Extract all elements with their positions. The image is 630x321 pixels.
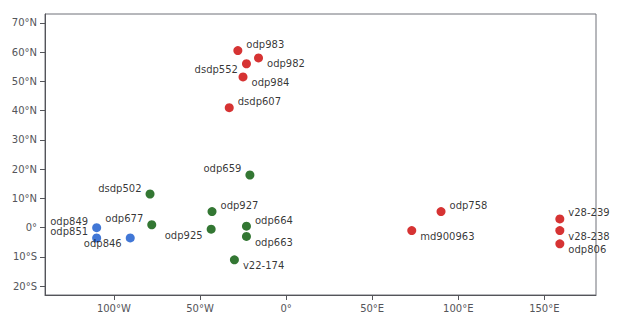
svg-text:dsdp552: dsdp552 xyxy=(195,64,238,75)
svg-text:odp846: odp846 xyxy=(84,238,122,249)
svg-text:70°N: 70°N xyxy=(12,17,37,28)
svg-text:odp849: odp849 xyxy=(50,216,89,228)
svg-text:odp663: odp663 xyxy=(255,237,293,248)
svg-text:odp982: odp982 xyxy=(267,58,305,69)
svg-text:10°S: 10°S xyxy=(13,251,37,262)
svg-text:odp984: odp984 xyxy=(252,77,290,88)
svg-text:odp758: odp758 xyxy=(450,200,488,211)
svg-text:60°N: 60°N xyxy=(12,47,37,58)
svg-text:0°: 0° xyxy=(280,303,291,314)
svg-text:100°E: 100°E xyxy=(443,303,473,314)
svg-text:20°N: 20°N xyxy=(12,164,37,175)
svg-text:50°N: 50°N xyxy=(12,76,37,87)
svg-text:v28-239: v28-239 xyxy=(568,207,609,218)
svg-text:v22-174: v22-174 xyxy=(243,260,284,271)
svg-text:0°: 0° xyxy=(26,222,37,233)
svg-text:odp925: odp925 xyxy=(165,230,203,241)
svg-text:odp677: odp677 xyxy=(105,213,143,224)
svg-text:v28-238: v28-238 xyxy=(568,231,609,242)
svg-text:10°N: 10°N xyxy=(12,193,37,204)
svg-text:dsdp502: dsdp502 xyxy=(98,183,141,194)
svg-text:30°N: 30°N xyxy=(12,134,37,145)
svg-text:150°E: 150°E xyxy=(529,303,559,314)
svg-text:odp806: odp806 xyxy=(568,244,606,255)
svg-text:20°S: 20°S xyxy=(13,281,37,292)
svg-text:md900963: md900963 xyxy=(420,231,474,242)
svg-text:odp927: odp927 xyxy=(221,200,259,211)
svg-text:100°W: 100°W xyxy=(97,303,131,314)
svg-text:50°W: 50°W xyxy=(186,303,214,314)
svg-text:40°N: 40°N xyxy=(12,105,37,116)
svg-text:odp983: odp983 xyxy=(246,39,284,50)
svg-text:50°E: 50°E xyxy=(360,303,384,314)
svg-text:odp851: odp851 xyxy=(50,226,88,237)
svg-text:dsdp607: dsdp607 xyxy=(238,96,281,107)
svg-text:odp664: odp664 xyxy=(255,215,293,226)
svg-text:odp659: odp659 xyxy=(203,163,241,174)
